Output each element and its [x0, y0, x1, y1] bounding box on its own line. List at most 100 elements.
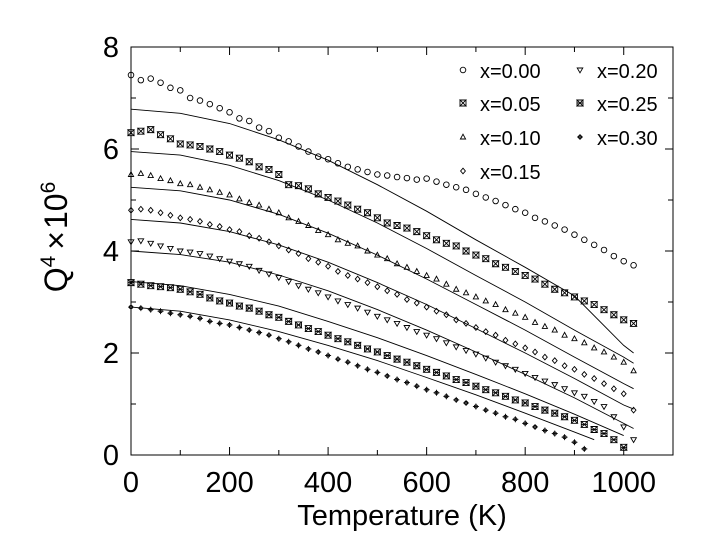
data-point — [215, 148, 224, 155]
data-point — [384, 372, 391, 379]
data-point — [147, 306, 154, 313]
data-point — [137, 169, 145, 176]
data-point — [413, 329, 421, 336]
data-point — [205, 294, 214, 302]
data-point — [245, 198, 253, 205]
data-point — [471, 382, 480, 390]
data-point — [256, 234, 263, 242]
data-point — [137, 305, 144, 312]
data-point — [176, 140, 185, 148]
data-point — [166, 284, 175, 292]
data-point — [344, 163, 352, 171]
data-point — [570, 390, 579, 397]
data-point — [363, 209, 372, 217]
fit-line — [131, 186, 634, 390]
data-point — [560, 413, 569, 421]
data-point — [629, 437, 638, 444]
data-point — [422, 365, 431, 373]
data-point — [344, 302, 352, 309]
data-point — [620, 424, 628, 431]
data-point — [264, 165, 274, 173]
x-tick-label: 600 — [402, 467, 450, 499]
data-point — [304, 325, 313, 332]
data-point — [522, 344, 529, 352]
svg-text:Q4×106: Q4 × 106 — [37, 182, 74, 293]
data-point — [353, 341, 362, 349]
data-point — [305, 221, 312, 228]
data-point — [561, 386, 569, 393]
data-point — [295, 342, 302, 349]
data-point — [364, 366, 371, 373]
data-point — [610, 353, 618, 360]
data-point — [295, 250, 302, 258]
y-tick-label: 4 — [103, 236, 119, 268]
data-point — [383, 254, 391, 262]
data-point — [305, 255, 312, 263]
data-point — [501, 363, 510, 370]
data-point — [216, 223, 223, 231]
data-point — [402, 358, 412, 366]
data-point — [206, 100, 214, 108]
data-point — [343, 201, 352, 209]
data-point — [502, 413, 509, 420]
data-point — [452, 344, 460, 351]
data-point — [374, 283, 381, 291]
data-point — [452, 183, 460, 191]
data-point — [403, 325, 411, 332]
series-circle — [127, 71, 637, 269]
data-point — [236, 115, 243, 122]
data-point — [581, 445, 588, 452]
data-point — [610, 414, 618, 421]
data-point — [166, 135, 175, 143]
data-point — [531, 214, 539, 222]
data-point — [590, 426, 599, 433]
x-tick-label: 0 — [123, 467, 139, 499]
data-point — [147, 171, 155, 178]
data-point — [195, 143, 205, 150]
data-point — [403, 295, 410, 303]
data-point — [580, 420, 589, 428]
data-point — [501, 263, 510, 271]
data-point — [403, 174, 411, 182]
data-point — [334, 236, 342, 243]
data-point — [522, 420, 529, 427]
data-point — [354, 242, 362, 249]
data-point — [304, 286, 312, 293]
data-point — [412, 228, 421, 236]
data-point — [363, 345, 372, 353]
data-point — [492, 359, 500, 366]
data-point — [452, 242, 461, 250]
data-point — [383, 352, 392, 359]
x-axis-label: Temperature (K) — [297, 500, 507, 532]
data-point — [609, 436, 618, 444]
data-point — [511, 267, 520, 275]
data-point — [610, 252, 618, 260]
data-point — [590, 399, 598, 406]
data-point — [333, 335, 343, 343]
y-axis-label-mult: 10 — [38, 193, 74, 229]
data-point — [561, 331, 568, 338]
data-point — [264, 311, 274, 319]
data-point — [619, 316, 628, 324]
tick-labels: 0 200 400 600 800 1000 0 2 4 6 8 — [103, 32, 656, 499]
data-point — [571, 365, 578, 373]
data-point — [472, 351, 480, 358]
data-point — [423, 332, 431, 339]
data-point — [383, 219, 392, 227]
data-point — [285, 138, 292, 145]
data-point — [580, 393, 588, 401]
legend-item: x=0.10 — [459, 128, 541, 150]
data-point — [147, 240, 155, 248]
data-point — [581, 370, 588, 378]
data-point — [255, 267, 263, 275]
data-point — [304, 185, 313, 193]
data-point — [443, 393, 450, 400]
data-point — [127, 170, 135, 177]
data-point — [186, 288, 195, 296]
data-point — [599, 306, 609, 314]
data-point — [215, 297, 224, 305]
data-point — [364, 247, 371, 254]
data-point — [482, 355, 490, 362]
data-point — [609, 311, 618, 319]
